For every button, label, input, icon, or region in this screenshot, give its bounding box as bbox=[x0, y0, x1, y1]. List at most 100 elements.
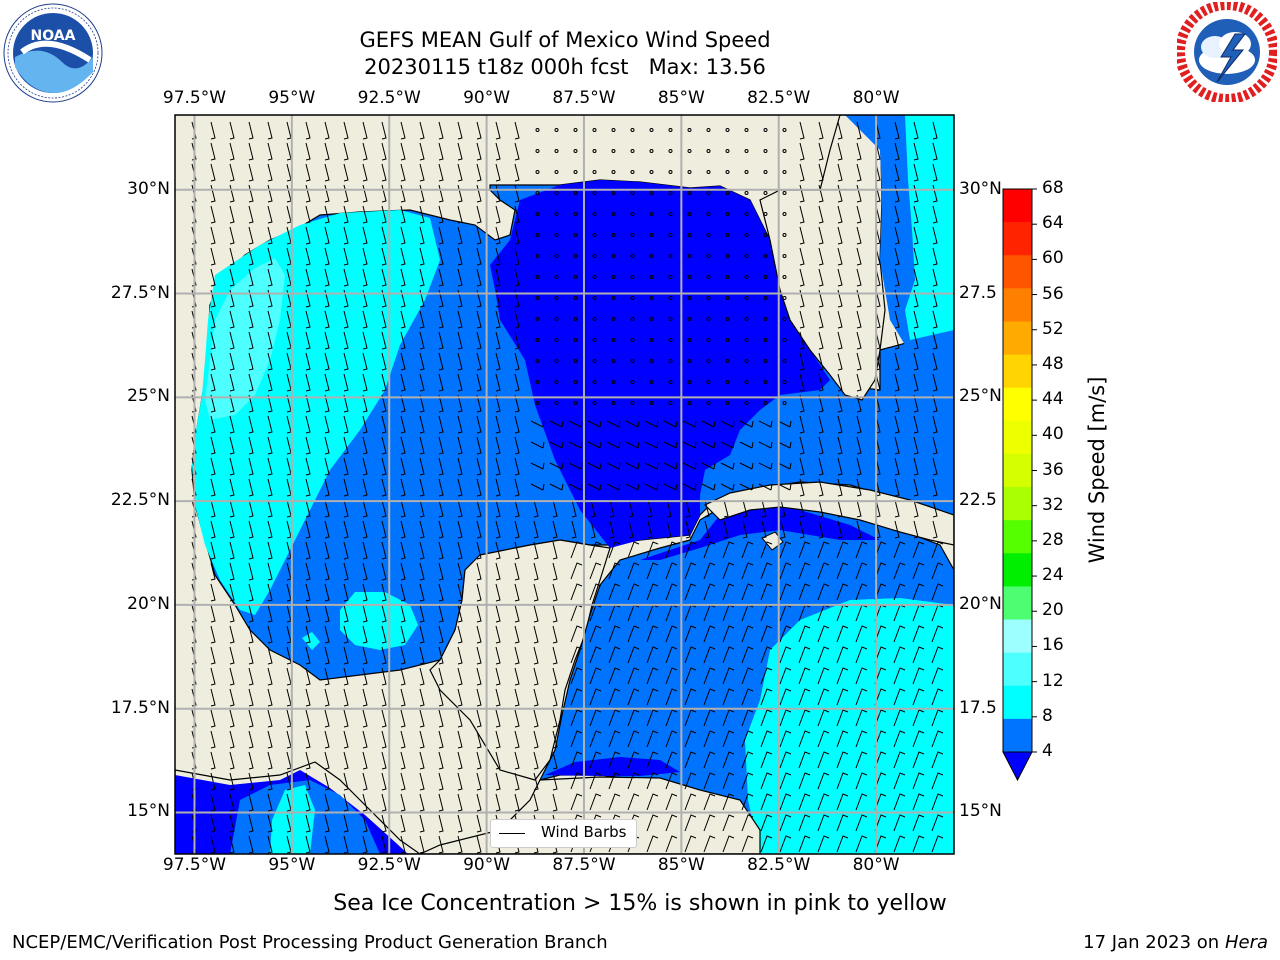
wind-barb bbox=[305, 373, 311, 392]
wind-barb bbox=[782, 128, 787, 132]
wind-barb bbox=[400, 205, 406, 224]
wind-barb bbox=[495, 289, 501, 308]
wind-barb bbox=[630, 338, 635, 342]
wind-barb bbox=[305, 541, 311, 560]
wind-barb bbox=[495, 205, 501, 224]
wind-barb bbox=[592, 149, 597, 153]
lon-tick-label: 95°W bbox=[268, 855, 316, 875]
wind-barb bbox=[668, 212, 673, 216]
wind-barb bbox=[894, 436, 900, 455]
wind-barb bbox=[779, 646, 792, 664]
wind-barb bbox=[343, 793, 349, 812]
wind-barb bbox=[608, 772, 621, 790]
wind-barb bbox=[400, 625, 406, 644]
colorbar-tick-label: 4 bbox=[1042, 741, 1053, 761]
wind-barb bbox=[267, 457, 273, 476]
wind-barb bbox=[592, 275, 597, 279]
wind-barb bbox=[210, 709, 216, 728]
wind-barb bbox=[324, 814, 330, 833]
wind-barb bbox=[535, 317, 540, 321]
wind-barb bbox=[419, 625, 425, 644]
wind-barb bbox=[779, 814, 792, 832]
wind-barb bbox=[855, 772, 868, 790]
wind-barb bbox=[210, 436, 216, 455]
wind-barb bbox=[267, 205, 273, 224]
wind-barb bbox=[514, 373, 520, 392]
wind-barb bbox=[649, 233, 654, 237]
wind-barb bbox=[627, 583, 640, 601]
wind-barb bbox=[894, 310, 900, 329]
wind-barb bbox=[649, 275, 654, 279]
lat-tick-label: 30°N bbox=[127, 178, 170, 199]
wind-barb bbox=[400, 289, 406, 308]
wind-barb bbox=[362, 352, 368, 371]
wind-barb bbox=[400, 730, 406, 749]
wind-barb bbox=[343, 772, 349, 791]
wind-barb bbox=[229, 751, 235, 770]
wind-barb bbox=[343, 835, 349, 854]
wind-barb bbox=[646, 646, 659, 664]
wind-barb bbox=[210, 457, 216, 476]
wind-barb bbox=[646, 814, 659, 832]
wind-barb bbox=[514, 121, 520, 140]
wind-barb bbox=[248, 814, 254, 833]
wind-barb bbox=[703, 562, 716, 580]
wind-barb bbox=[210, 415, 216, 434]
wind-barb bbox=[570, 709, 583, 727]
wind-barb bbox=[419, 709, 425, 728]
wind-barb bbox=[438, 436, 444, 455]
wind-barb bbox=[229, 142, 235, 161]
wind-barb bbox=[267, 289, 273, 308]
wind-barb bbox=[630, 149, 635, 153]
wind-barb bbox=[552, 583, 558, 602]
wind-barb bbox=[625, 483, 640, 491]
wind-barb bbox=[229, 625, 235, 644]
campeche-patch bbox=[340, 592, 418, 650]
wind-barb bbox=[706, 317, 711, 321]
wind-barb bbox=[362, 646, 368, 665]
wind-barb bbox=[725, 338, 730, 342]
wind-barb bbox=[438, 583, 444, 602]
wind-barb bbox=[798, 730, 811, 748]
wind-barb bbox=[706, 233, 711, 237]
wind-barb bbox=[362, 394, 368, 413]
wind-barb bbox=[837, 163, 843, 182]
wind-barb bbox=[533, 688, 539, 707]
wind-barb bbox=[644, 483, 659, 491]
wind-barb bbox=[668, 233, 673, 237]
wind-barb bbox=[684, 625, 697, 643]
wind-barb bbox=[457, 415, 463, 434]
wind-barb bbox=[305, 604, 311, 623]
wind-barb bbox=[894, 205, 900, 224]
wind-barb bbox=[514, 688, 520, 707]
colorbar-tick-label: 32 bbox=[1042, 494, 1064, 515]
colorbar-tick-label: 20 bbox=[1042, 600, 1064, 621]
wind-barb bbox=[457, 163, 463, 182]
wind-barb bbox=[931, 835, 944, 853]
wind-barb bbox=[912, 646, 925, 664]
wind-barb bbox=[913, 247, 919, 266]
wind-barb bbox=[817, 730, 830, 748]
wind-barb bbox=[530, 483, 545, 491]
wind-barb bbox=[722, 688, 735, 706]
wind-barb bbox=[438, 331, 444, 350]
wind-barb bbox=[856, 142, 862, 161]
footer-date-text: 17 Jan 2023 on bbox=[1083, 932, 1225, 953]
wind-barb bbox=[343, 352, 349, 371]
wind-barb bbox=[419, 583, 425, 602]
wind-barb bbox=[267, 751, 273, 770]
wind-barb bbox=[476, 205, 482, 224]
wind-barb bbox=[894, 394, 900, 413]
wind-barb bbox=[324, 751, 330, 770]
wind-barb bbox=[305, 814, 311, 833]
wind-barb bbox=[495, 751, 501, 770]
wind-barb bbox=[362, 499, 368, 518]
wind-barb bbox=[457, 310, 463, 329]
wind-barb bbox=[305, 520, 311, 539]
wind-barb bbox=[438, 268, 444, 287]
map-panel bbox=[175, 115, 954, 854]
wind-barb bbox=[419, 541, 425, 560]
wind-barb bbox=[514, 331, 520, 350]
wind-barb bbox=[267, 226, 273, 245]
wind-barb bbox=[438, 415, 444, 434]
